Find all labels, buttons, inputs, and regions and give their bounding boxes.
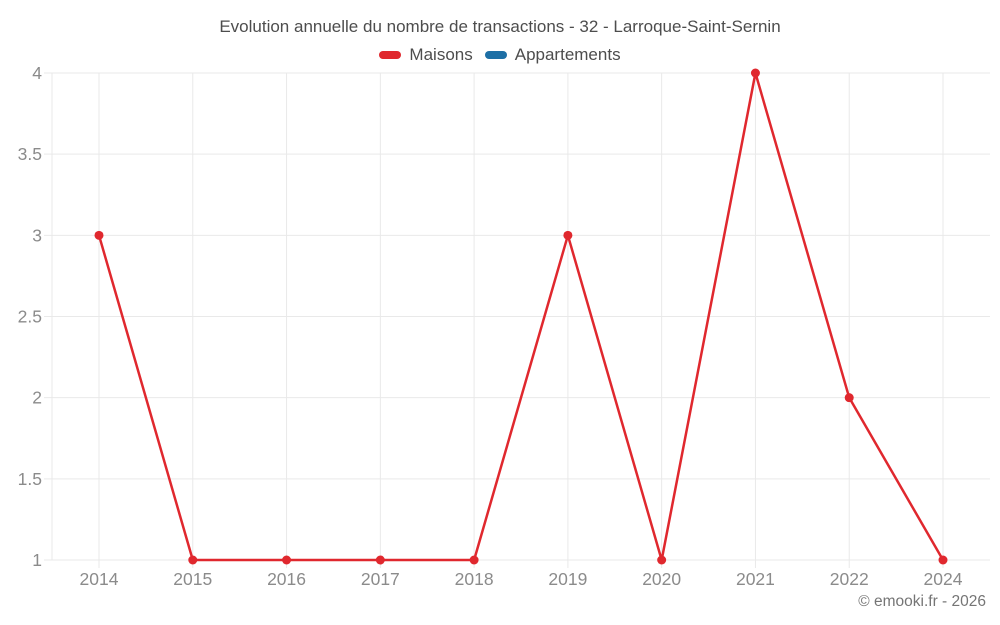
x-axis-tick-label: 2019 xyxy=(548,569,587,589)
y-axis-tick-label: 1.5 xyxy=(18,469,42,489)
x-axis-tick-label: 2014 xyxy=(80,569,119,589)
x-axis-tick-label: 2018 xyxy=(455,569,494,589)
data-point-maisons-2014[interactable] xyxy=(94,230,104,240)
y-axis-tick-label: 2 xyxy=(32,388,42,408)
chart-title: Evolution annuelle du nombre de transact… xyxy=(219,17,781,36)
x-axis-tick-label: 2022 xyxy=(830,569,869,589)
legend-swatch-maisons-icon xyxy=(379,51,402,59)
data-point-maisons-2024[interactable] xyxy=(938,555,948,565)
y-axis-tick-label: 2.5 xyxy=(18,307,42,327)
y-axis-tick-label: 3.5 xyxy=(18,144,42,164)
chart-legend: Maisons Appartements xyxy=(0,45,1000,65)
data-point-maisons-2019[interactable] xyxy=(563,230,573,240)
data-point-maisons-2015[interactable] xyxy=(188,555,198,565)
legend-item-appartements[interactable]: Appartements xyxy=(484,45,621,65)
x-axis-tick-label: 2016 xyxy=(267,569,306,589)
legend-swatch-appartements-icon xyxy=(484,51,507,59)
data-point-maisons-2022[interactable] xyxy=(844,393,854,403)
data-point-maisons-2021[interactable] xyxy=(750,68,760,78)
legend-label-appartements: Appartements xyxy=(514,45,621,64)
x-axis-tick-label: 2021 xyxy=(736,569,775,589)
y-axis-tick-label: 4 xyxy=(32,63,42,83)
x-axis-tick-label: 2015 xyxy=(173,569,212,589)
x-axis-tick-label: 2017 xyxy=(361,569,400,589)
data-point-maisons-2017[interactable] xyxy=(375,555,385,565)
data-point-maisons-2016[interactable] xyxy=(282,555,292,565)
y-axis-tick-label: 3 xyxy=(32,225,42,245)
watermark-credit: © emooki.fr - 2026 xyxy=(858,593,986,610)
legend-item-maisons[interactable]: Maisons xyxy=(379,45,473,65)
series-line-maisons xyxy=(97,71,945,562)
data-point-maisons-2018[interactable] xyxy=(469,555,479,565)
y-axis-tick-label: 1 xyxy=(32,550,42,570)
x-axis-tick-label: 2024 xyxy=(924,569,963,589)
legend-label-maisons: Maisons xyxy=(409,45,473,64)
data-point-maisons-2020[interactable] xyxy=(657,555,667,565)
x-axis-tick-label: 2020 xyxy=(642,569,681,589)
